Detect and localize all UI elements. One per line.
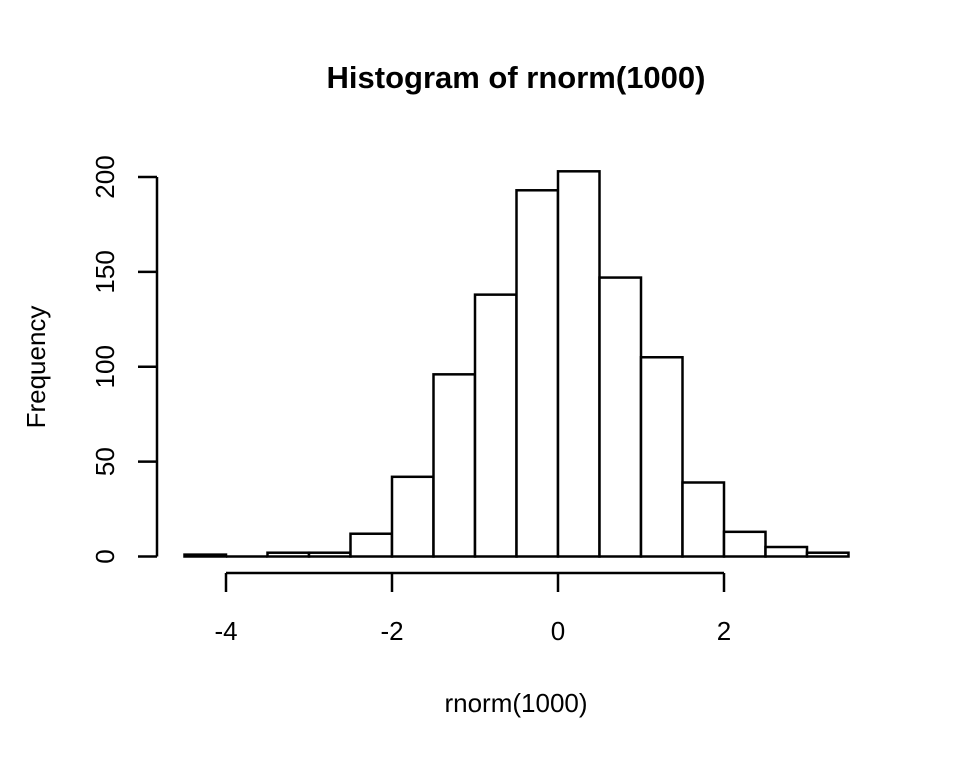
histogram-bar — [473, 293, 518, 558]
histogram-bar — [432, 373, 477, 558]
histogram-bar — [639, 356, 684, 558]
histogram-bar — [556, 170, 601, 558]
y-tick-label: 0 — [90, 549, 120, 563]
x-tick-label: -4 — [214, 616, 237, 646]
histogram-bar — [722, 530, 767, 558]
histogram-bar — [764, 545, 809, 558]
y-axis-title: Frequency — [21, 306, 51, 429]
x-tick-label: 0 — [551, 616, 565, 646]
x-axis-title: rnorm(1000) — [444, 688, 587, 718]
histogram-bar — [681, 481, 726, 558]
histogram-bar — [805, 551, 850, 558]
y-tick-label: 200 — [90, 155, 120, 198]
histogram-bar — [390, 475, 435, 558]
histogram-bar — [266, 551, 311, 558]
x-tick-label: 2 — [717, 616, 731, 646]
histogram-bar — [598, 276, 643, 558]
histogram-bar — [183, 553, 228, 558]
chart-title: Histogram of rnorm(1000) — [327, 60, 706, 95]
histogram-bar — [349, 532, 394, 558]
x-tick-label: -2 — [380, 616, 403, 646]
axes-layer: 0 50 100 150 200 -4 -2 0 2 — [90, 155, 731, 646]
y-tick-label: 50 — [90, 447, 120, 476]
histogram-bar — [515, 189, 560, 558]
y-tick-label: 150 — [90, 250, 120, 293]
bars-layer — [183, 170, 850, 558]
histogram-bar — [307, 551, 352, 558]
y-tick-label: 100 — [90, 345, 120, 388]
